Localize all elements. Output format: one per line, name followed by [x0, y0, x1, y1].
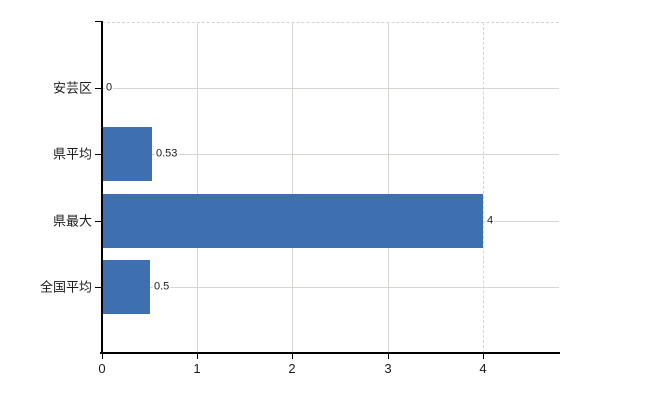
bar-value-label: 4 [486, 214, 495, 227]
x-axis-line [100, 352, 560, 354]
category-label: 安芸区 [52, 80, 92, 96]
horizontal-gridline [102, 287, 559, 288]
y-axis-tick [95, 154, 102, 155]
bar [102, 127, 152, 181]
horizontal-gridline [102, 88, 559, 89]
category-label: 県平均 [52, 146, 92, 162]
bar-value-label: 0.5 [153, 280, 171, 293]
vertical-gridline [292, 22, 293, 353]
x-axis-tick-label: 2 [288, 361, 296, 376]
horizontal-gridline [102, 154, 559, 155]
category-label: 全国平均 [39, 279, 92, 295]
bar-value-label: 0.53 [155, 147, 179, 160]
x-axis-tick-label: 4 [479, 361, 487, 376]
y-axis-tick [95, 287, 102, 288]
x-axis-tick [197, 353, 198, 359]
x-axis-tick [102, 353, 103, 359]
x-axis-tick [388, 353, 389, 359]
y-axis-tick [95, 221, 102, 222]
y-axis-line [101, 21, 103, 353]
category-label: 県最大 [52, 213, 92, 229]
x-axis-tick [292, 353, 293, 359]
vertical-gridline [388, 22, 389, 353]
y-axis-tick [95, 88, 102, 89]
x-axis-tick [483, 353, 484, 359]
x-axis-tick-label: 1 [193, 361, 201, 376]
plot-area: 0 0.53 4 0.5 [102, 22, 559, 353]
x-axis-tick-label: 3 [384, 361, 392, 376]
plot-top-border [102, 22, 559, 23]
bar [102, 194, 483, 248]
bar [102, 260, 150, 314]
x-axis-tick-label: 0 [98, 361, 106, 376]
vertical-gridline [483, 22, 484, 353]
y-axis-top-tick [95, 21, 102, 22]
bar-value-label: 0 [105, 81, 114, 94]
vertical-gridline [197, 22, 198, 353]
